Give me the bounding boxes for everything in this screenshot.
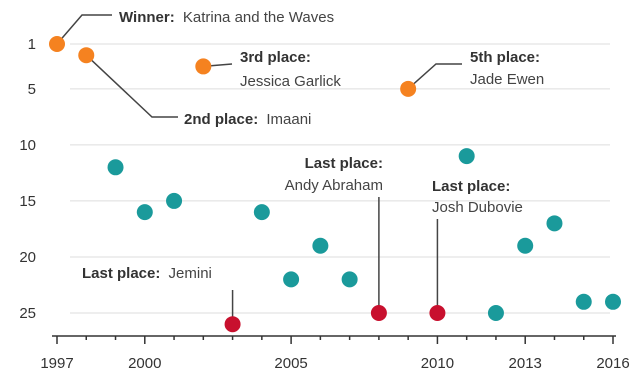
point-2013 [517, 237, 534, 254]
point-1999 [107, 159, 124, 176]
x-tick-label-2010: 2010 [421, 355, 454, 372]
point-1998 [78, 47, 95, 64]
x-tick-label-1997: 1997 [40, 355, 73, 372]
annotations: Winner: Katrina and the Waves 2nd place:… [82, 9, 544, 282]
y-tick-label-15: 15 [19, 193, 36, 210]
annotation-2nd: 2nd place: Imaani [184, 111, 311, 128]
annotation-last-2008: Last place: [305, 155, 383, 172]
point-2005 [283, 271, 300, 288]
annotation-last-2010: Last place: [432, 178, 510, 195]
annotation-5th-name: Jade Ewen [470, 71, 544, 88]
annotation-3rd: 3rd place: [240, 49, 311, 66]
point-2004 [253, 204, 270, 221]
annotation-last-2010-bold: Last place: [432, 178, 510, 195]
point-2008 [370, 305, 387, 321]
annotation-winner-bold: Winner: [119, 9, 175, 26]
point-2010 [429, 305, 446, 321]
gridlines [70, 43, 610, 314]
x-axis: 1997 2000 2005 2010 2013 2016 [40, 335, 630, 372]
point-2011 [458, 148, 475, 165]
annotation-last-2008-bold: Last place: [305, 155, 383, 172]
point-2016 [605, 293, 621, 310]
annotation-last-2003-text: Jemini [169, 265, 212, 282]
x-tick-label-2016: 2016 [596, 355, 629, 372]
annotation-last-2003: Last place: Jemini [82, 265, 212, 282]
point-2000 [136, 204, 153, 221]
leader-2nd [85, 54, 178, 118]
annotation-winner-text: Katrina and the Waves [183, 9, 334, 26]
point-2015 [575, 293, 592, 310]
point-2014 [546, 215, 563, 232]
annotation-3rd-bold: 3rd place: [240, 49, 311, 66]
annotation-5th-bold: 5th place: [470, 49, 540, 66]
x-tick-label-2005: 2005 [274, 355, 307, 372]
y-tick-label-25: 25 [19, 305, 36, 322]
x-tick-label-2000: 2000 [128, 355, 161, 372]
annotation-leaders [56, 14, 462, 325]
annotation-2nd-text: Imaani [266, 111, 311, 128]
point-2001 [166, 192, 183, 209]
annotation-3rd-name: Jessica Garlick [240, 73, 341, 90]
annotation-last-2003-bold: Last place: [82, 265, 160, 282]
point-2012 [487, 305, 504, 321]
annotation-winner: Winner: Katrina and the Waves [119, 9, 334, 26]
point-2007 [341, 271, 358, 288]
y-tick-label-20: 20 [19, 249, 36, 266]
point-2006 [312, 237, 329, 254]
data-points [49, 36, 621, 333]
y-tick-label-10: 10 [19, 137, 36, 154]
point-2002 [195, 58, 212, 75]
leader-winner [56, 14, 112, 45]
annotation-5th: 5th place: [470, 49, 540, 66]
leader-5th [407, 63, 462, 90]
point-1997 [49, 36, 65, 52]
y-tick-label-1: 1 [28, 36, 36, 53]
point-2003 [224, 316, 241, 333]
annotation-2nd-bold: 2nd place: [184, 111, 258, 128]
x-tick-label-2013: 2013 [509, 355, 542, 372]
point-2009 [400, 80, 417, 97]
y-tick-label-5: 5 [28, 81, 36, 98]
annotation-last-2008-name: Andy Abraham [285, 177, 383, 194]
annotation-last-2010-name: Josh Dubovie [432, 199, 523, 216]
